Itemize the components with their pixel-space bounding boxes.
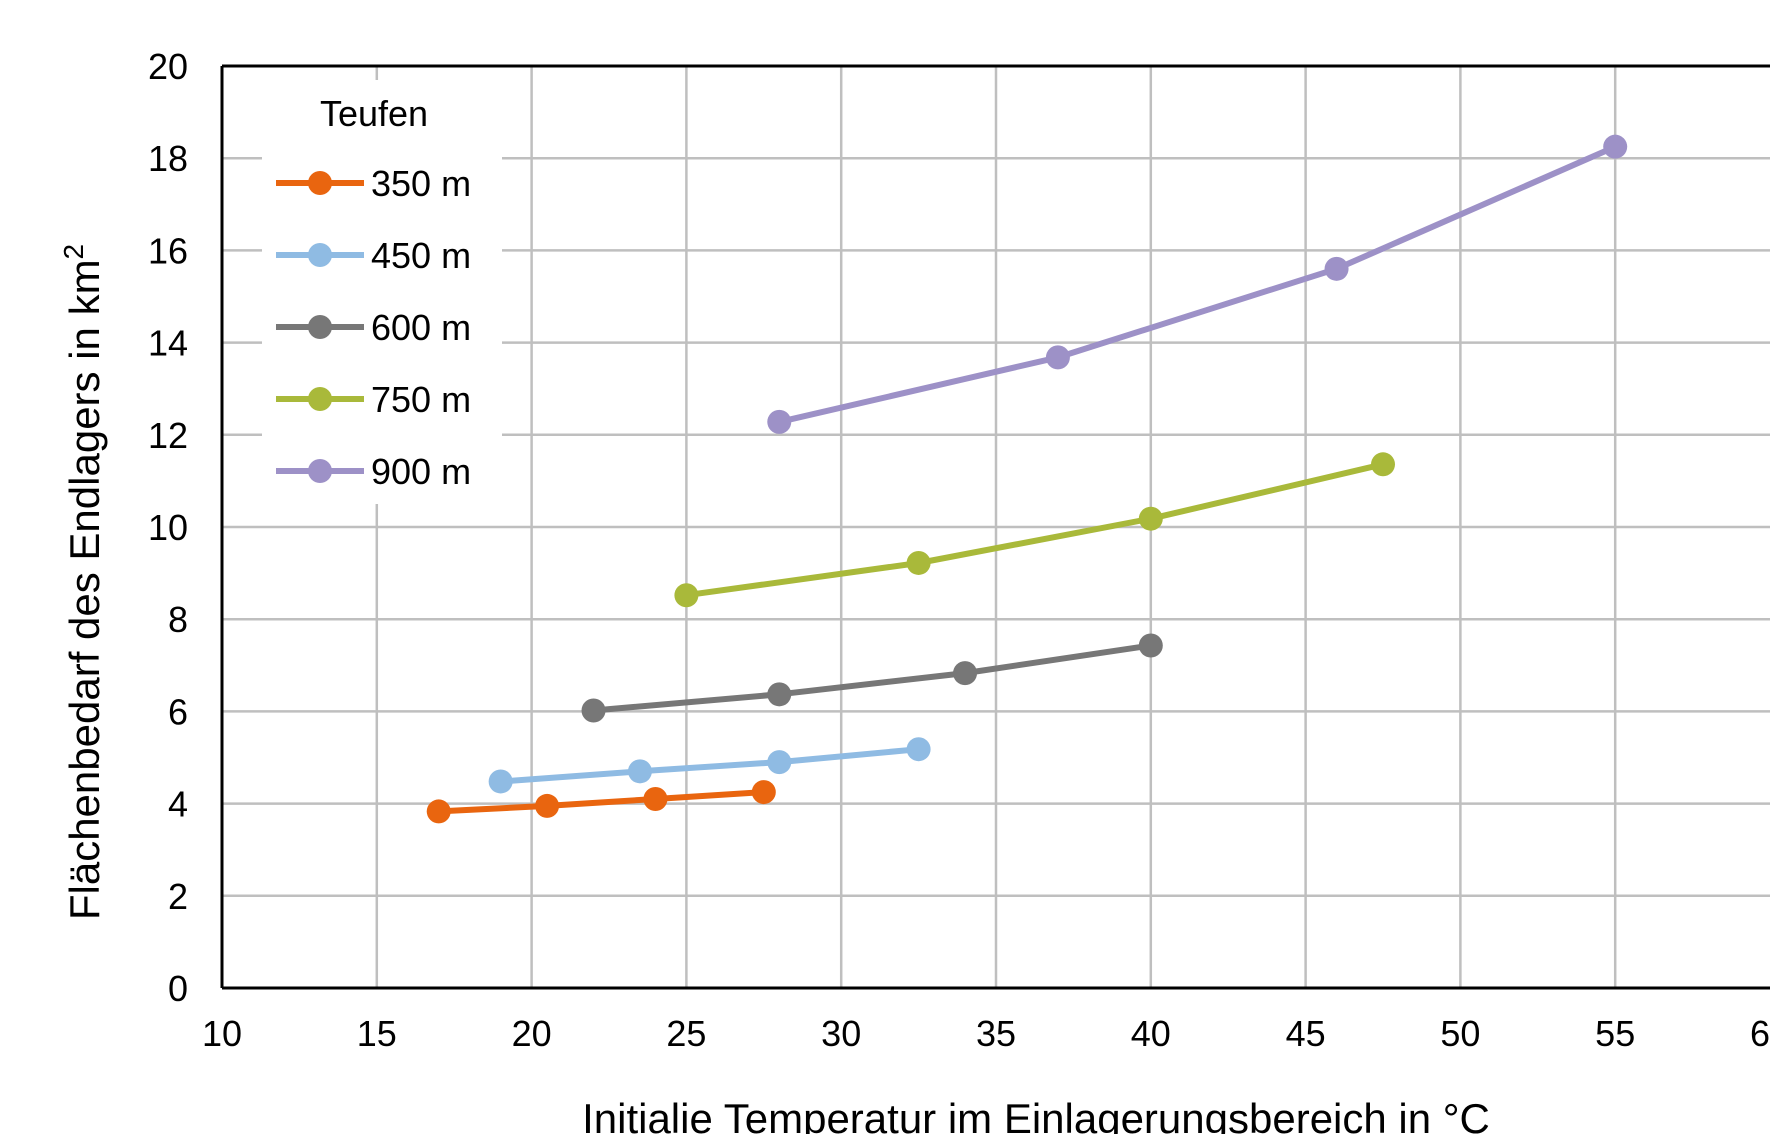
x-tick-label: 35 bbox=[976, 1013, 1016, 1054]
legend-entry: 450 m bbox=[276, 235, 471, 276]
legend-label: 450 m bbox=[371, 235, 471, 276]
legend-label: 600 m bbox=[371, 307, 471, 348]
grid bbox=[222, 64, 1770, 988]
series-line bbox=[590, 642, 1154, 714]
y-tick-label: 0 bbox=[168, 968, 188, 1009]
series-line bbox=[776, 143, 1619, 425]
series-line bbox=[435, 789, 767, 815]
y-axis-title: Flächenbedarf des Endlagers in km2 bbox=[58, 244, 108, 920]
legend-entry: 350 m bbox=[276, 163, 471, 204]
data-point bbox=[627, 759, 652, 784]
x-tick-label: 55 bbox=[1595, 1013, 1635, 1054]
y-tick-label: 20 bbox=[148, 46, 188, 87]
series-350-m bbox=[426, 780, 776, 824]
x-tick-label: 30 bbox=[821, 1013, 861, 1054]
series-line bbox=[497, 746, 922, 785]
y-tick-label: 12 bbox=[148, 415, 188, 456]
x-axis-title: Initialie Temperatur im Einlagerungsbere… bbox=[582, 1095, 1490, 1134]
y-tick-label: 4 bbox=[168, 784, 188, 825]
legend-label: 900 m bbox=[371, 451, 471, 492]
data-point bbox=[1138, 633, 1163, 658]
y-tick-label: 18 bbox=[148, 138, 188, 179]
data-point bbox=[1603, 134, 1628, 159]
series-750-m bbox=[674, 452, 1395, 608]
x-tick-label: 15 bbox=[357, 1013, 397, 1054]
data-point bbox=[767, 750, 792, 775]
data-point bbox=[1371, 452, 1395, 477]
y-tick-label: 14 bbox=[148, 323, 188, 364]
data-point bbox=[767, 409, 792, 434]
data-point bbox=[906, 550, 931, 575]
x-tick-label: 45 bbox=[1286, 1013, 1326, 1054]
data-point bbox=[426, 799, 451, 824]
data-point bbox=[906, 737, 931, 762]
x-tick-label: 60 bbox=[1750, 1013, 1770, 1054]
data-point bbox=[643, 786, 668, 811]
series-600-m bbox=[581, 633, 1163, 723]
x-tick-label: 25 bbox=[666, 1013, 706, 1054]
legend-entry: 600 m bbox=[276, 307, 471, 348]
legend-label: 750 m bbox=[371, 379, 471, 420]
series-layer bbox=[426, 134, 1628, 824]
data-point bbox=[751, 780, 776, 805]
data-point bbox=[953, 661, 978, 686]
y-tick-label: 16 bbox=[148, 230, 188, 271]
series-900-m bbox=[767, 134, 1628, 434]
legend-label: 350 m bbox=[371, 163, 471, 204]
data-point bbox=[1045, 345, 1070, 370]
legend-marker bbox=[308, 315, 332, 339]
legend-marker bbox=[308, 387, 332, 411]
legend: Teufen 350 m 450 m 600 m 750 m 900 m bbox=[262, 80, 502, 504]
y-tick-label: 10 bbox=[148, 507, 188, 548]
legend-entry: 900 m bbox=[276, 451, 471, 492]
data-point bbox=[674, 583, 699, 608]
data-point bbox=[488, 769, 513, 794]
legend-marker bbox=[308, 459, 332, 483]
x-tick-label: 20 bbox=[512, 1013, 552, 1054]
series-450-m bbox=[488, 737, 931, 794]
legend-marker bbox=[308, 243, 332, 267]
y-tick-label: 2 bbox=[168, 876, 188, 917]
data-point bbox=[581, 698, 606, 723]
data-point bbox=[1324, 256, 1349, 281]
x-tick-label: 10 bbox=[202, 1013, 242, 1054]
y-tick-label: 8 bbox=[168, 599, 188, 640]
y-tick-label: 6 bbox=[168, 691, 188, 732]
legend-background bbox=[262, 80, 502, 504]
data-point bbox=[535, 793, 560, 818]
x-tick-label: 40 bbox=[1131, 1013, 1171, 1054]
legend-title: Teufen bbox=[320, 93, 428, 134]
legend-marker bbox=[308, 171, 332, 195]
series-line bbox=[683, 461, 1386, 599]
tick-labels: 10 15 20 25 30 35 40 45 50 55 60 0 2 4 6 8 10 12 14 16 18 20 bbox=[148, 46, 1770, 1054]
data-point bbox=[767, 682, 792, 707]
data-point bbox=[1138, 506, 1163, 531]
legend-entry: 750 m bbox=[276, 379, 471, 420]
axes bbox=[220, 64, 1770, 990]
x-tick-label: 50 bbox=[1440, 1013, 1480, 1054]
